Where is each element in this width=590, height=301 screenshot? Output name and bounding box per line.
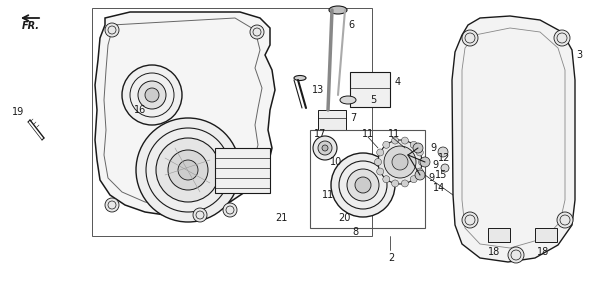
Text: 18: 18 [488, 247, 500, 257]
Circle shape [417, 168, 423, 175]
Circle shape [413, 143, 423, 153]
Circle shape [441, 164, 449, 172]
Circle shape [383, 141, 390, 148]
Text: 7: 7 [350, 113, 356, 123]
Text: 9: 9 [428, 173, 434, 183]
Ellipse shape [329, 6, 347, 14]
Circle shape [418, 159, 425, 166]
Circle shape [384, 146, 416, 178]
Circle shape [378, 140, 422, 184]
Circle shape [410, 176, 417, 183]
Text: 13: 13 [312, 85, 324, 95]
Circle shape [136, 118, 240, 222]
Text: 16: 16 [134, 105, 146, 115]
Circle shape [250, 25, 264, 39]
Circle shape [122, 65, 182, 125]
Circle shape [223, 203, 237, 217]
Circle shape [417, 149, 423, 156]
Circle shape [178, 160, 198, 180]
Circle shape [392, 180, 399, 187]
Text: 18: 18 [537, 247, 549, 257]
Circle shape [401, 137, 408, 144]
Bar [215, 148, 270, 193]
Circle shape [420, 157, 430, 167]
Text: 14: 14 [433, 183, 445, 193]
Text: 11: 11 [322, 190, 335, 200]
Circle shape [105, 23, 119, 37]
Circle shape [138, 81, 166, 109]
Circle shape [438, 147, 448, 157]
Text: 10: 10 [330, 157, 342, 167]
Circle shape [401, 180, 408, 187]
Text: 2: 2 [388, 253, 394, 263]
Text: 9: 9 [432, 160, 438, 170]
Circle shape [168, 150, 208, 190]
Text: 21: 21 [275, 213, 287, 223]
Text: 6: 6 [348, 20, 354, 30]
Circle shape [105, 198, 119, 212]
Circle shape [508, 247, 524, 263]
Circle shape [410, 141, 417, 148]
Ellipse shape [294, 76, 306, 80]
Text: 20: 20 [338, 213, 350, 223]
Text: 5: 5 [370, 95, 376, 105]
Bar [488, 228, 510, 242]
Circle shape [376, 149, 384, 156]
Text: 12: 12 [438, 153, 450, 163]
Bar [92, 8, 372, 236]
Text: 15: 15 [435, 170, 447, 180]
Circle shape [415, 170, 425, 180]
Circle shape [383, 176, 390, 183]
Bar [318, 110, 346, 130]
Circle shape [355, 177, 371, 193]
Text: 11: 11 [388, 129, 400, 139]
Circle shape [554, 30, 570, 46]
Polygon shape [95, 12, 275, 215]
Text: 4: 4 [395, 77, 401, 87]
Circle shape [313, 136, 337, 160]
Circle shape [145, 88, 159, 102]
Text: 3: 3 [576, 50, 582, 60]
Text: 19: 19 [12, 107, 24, 117]
Circle shape [322, 145, 328, 151]
Bar [310, 130, 425, 228]
Circle shape [156, 138, 220, 202]
Circle shape [347, 169, 379, 201]
Text: 8: 8 [352, 227, 358, 237]
Circle shape [392, 154, 408, 170]
Circle shape [462, 30, 478, 46]
Circle shape [193, 208, 207, 222]
Ellipse shape [340, 96, 356, 104]
Polygon shape [452, 16, 575, 262]
Text: 9: 9 [430, 143, 436, 153]
Text: FR.: FR. [22, 21, 40, 31]
Circle shape [331, 153, 395, 217]
Circle shape [557, 212, 573, 228]
Text: 11: 11 [362, 129, 374, 139]
Bar [535, 228, 557, 242]
Bar [350, 72, 390, 107]
Circle shape [318, 141, 332, 155]
Circle shape [462, 212, 478, 228]
Circle shape [392, 137, 399, 144]
Circle shape [376, 168, 384, 175]
Circle shape [375, 159, 382, 166]
Text: 17: 17 [314, 129, 326, 139]
